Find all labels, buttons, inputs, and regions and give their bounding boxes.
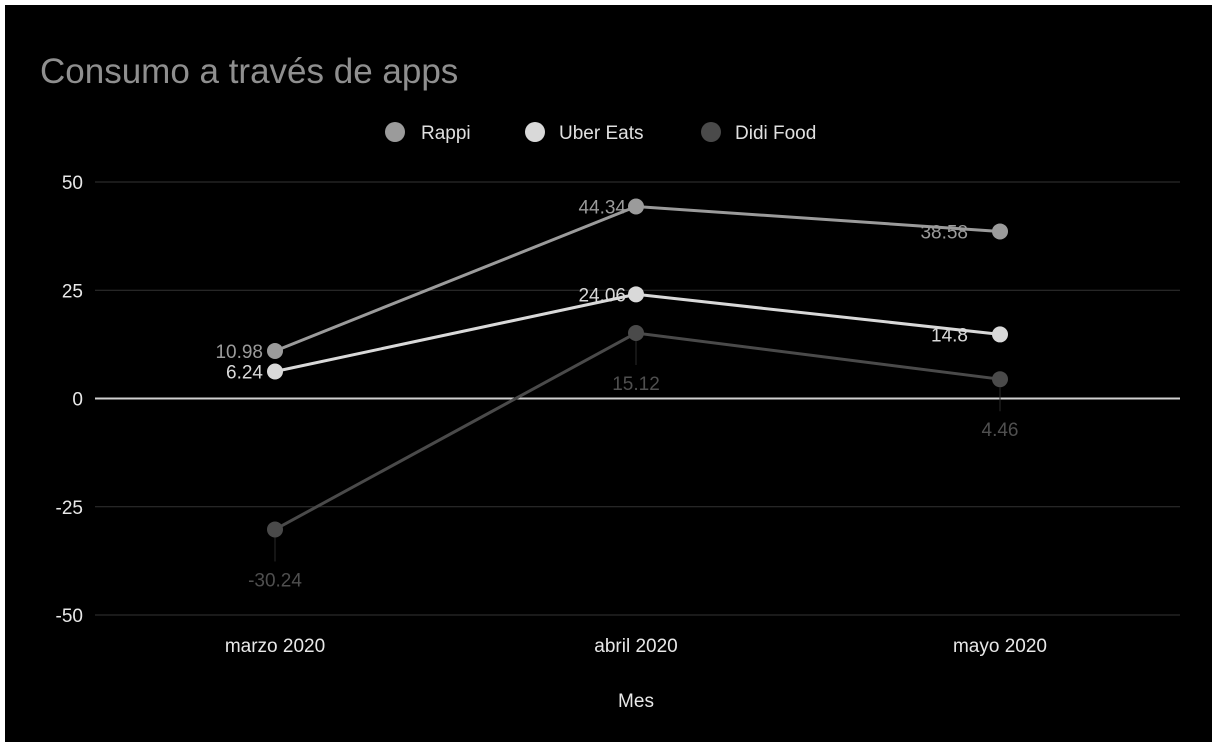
legend-item[interactable]: Didi Food bbox=[701, 122, 816, 144]
data-point[interactable] bbox=[628, 325, 644, 342]
data-point[interactable] bbox=[267, 342, 283, 359]
y-tick-label: 0 bbox=[72, 390, 83, 411]
legend-label: Uber Eats bbox=[559, 123, 643, 144]
x-tick-label: mayo 2020 bbox=[953, 636, 1047, 657]
x-axis-ticks: marzo 2020 abril 2020 mayo 2020 bbox=[225, 636, 1047, 657]
data-label: 14.8 bbox=[931, 325, 968, 346]
x-axis-title: Mes bbox=[618, 691, 654, 712]
legend-label: Didi Food bbox=[735, 123, 816, 144]
data-point[interactable] bbox=[628, 286, 644, 303]
x-tick-label: abril 2020 bbox=[594, 636, 677, 657]
x-tick-label: marzo 2020 bbox=[225, 636, 325, 657]
data-point[interactable] bbox=[992, 223, 1008, 240]
data-label: 4.46 bbox=[982, 420, 1019, 441]
series-didi-food bbox=[267, 325, 1008, 538]
data-label: 10.98 bbox=[215, 342, 263, 363]
legend-marker bbox=[701, 122, 721, 142]
data-label: 24.06 bbox=[578, 285, 626, 306]
y-tick-label: 25 bbox=[62, 281, 83, 302]
data-label: -30.24 bbox=[248, 570, 302, 591]
series-line bbox=[274, 331, 1001, 531]
y-tick-label: 50 bbox=[62, 173, 83, 194]
series-rappi bbox=[267, 198, 1008, 359]
data-point[interactable] bbox=[267, 521, 283, 538]
data-label: 15.12 bbox=[612, 374, 660, 395]
series-uber-eats bbox=[267, 286, 1008, 380]
gridlines bbox=[95, 181, 1180, 616]
data-point[interactable] bbox=[267, 363, 283, 380]
line-chart: Consumo a través de apps Rappi Uber Eats D… bbox=[40, 52, 1180, 712]
series-layer bbox=[267, 198, 1008, 538]
y-tick-label: -25 bbox=[56, 498, 83, 519]
legend: Rappi Uber Eats Didi Food bbox=[385, 122, 816, 144]
data-label: 6.24 bbox=[226, 362, 263, 383]
chart-title: Consumo a través de apps bbox=[40, 52, 458, 91]
y-tick-label: -50 bbox=[56, 606, 83, 627]
legend-marker bbox=[525, 122, 545, 142]
data-label: 38.58 bbox=[920, 222, 968, 243]
data-point[interactable] bbox=[992, 326, 1008, 343]
legend-item[interactable]: Uber Eats bbox=[525, 122, 643, 144]
legend-marker bbox=[385, 122, 405, 142]
y-axis-ticks: 50 25 0 -25 -50 bbox=[56, 173, 83, 627]
chart-container: Consumo a través de apps Rappi Uber Eats D… bbox=[5, 5, 1212, 742]
data-point[interactable] bbox=[628, 198, 644, 215]
data-point[interactable] bbox=[992, 371, 1008, 388]
data-label: 44.34 bbox=[578, 198, 626, 219]
legend-item[interactable]: Rappi bbox=[385, 122, 471, 144]
legend-label: Rappi bbox=[421, 123, 471, 144]
data-label-layer: 10.98 44.34 38.58 6.24 24.06 14.8 -30.24 15.12 4… bbox=[215, 198, 1018, 592]
